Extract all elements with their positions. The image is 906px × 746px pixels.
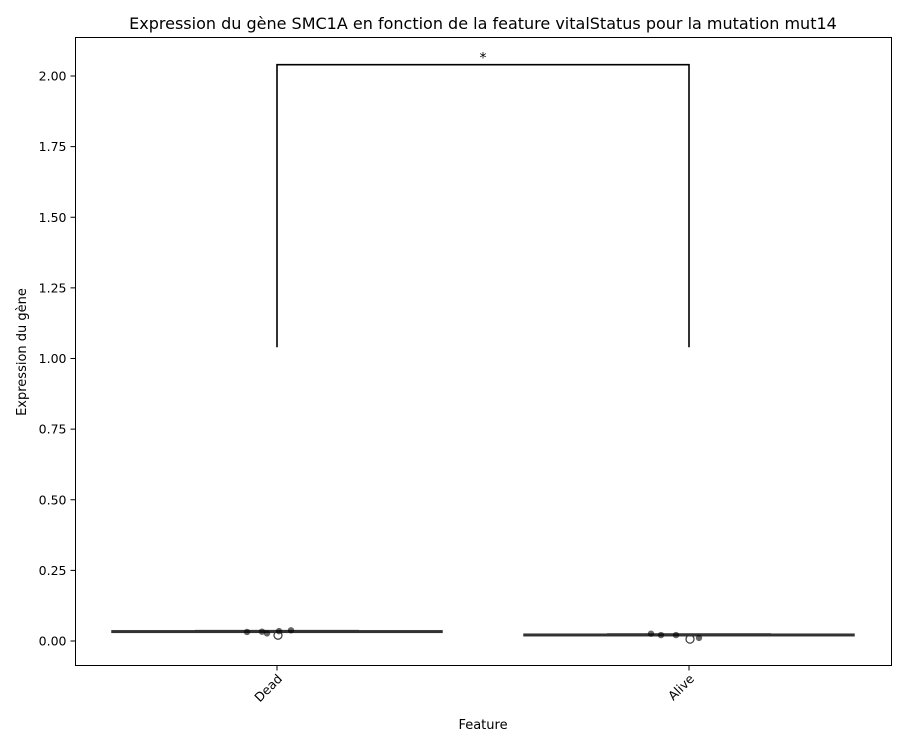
outlier-alive bbox=[685, 634, 695, 644]
y-tick-label: 0.00 bbox=[39, 634, 67, 649]
data-point-alive bbox=[695, 634, 703, 642]
y-tick-label: 0.25 bbox=[39, 563, 67, 578]
y-tick-label: 1.00 bbox=[39, 351, 67, 366]
data-point-alive bbox=[672, 631, 680, 639]
x-axis-label: Feature bbox=[458, 718, 507, 733]
y-tick-label: 1.50 bbox=[39, 210, 67, 225]
significance-label: * bbox=[480, 51, 487, 67]
bracket-line bbox=[276, 63, 690, 348]
data-point-alive bbox=[647, 630, 655, 637]
chart-title: Expression du gène SMC1A en fonction de … bbox=[129, 14, 837, 33]
x-tick-label-dead: Dead bbox=[251, 671, 285, 705]
boxplot-group bbox=[111, 629, 855, 644]
x-tick-label-alive: Alive bbox=[665, 671, 697, 703]
data-point-alive bbox=[657, 631, 665, 639]
y-tick-label: 1.25 bbox=[39, 280, 67, 295]
data-point-dead bbox=[263, 630, 271, 637]
y-tick-label: 0.50 bbox=[39, 492, 67, 507]
y-tick-label: 1.75 bbox=[39, 139, 67, 154]
x-axis: Dead Alive bbox=[251, 665, 697, 705]
plot-area bbox=[75, 37, 892, 666]
y-tick-label: 0.75 bbox=[39, 422, 67, 437]
data-point-dead bbox=[258, 628, 266, 635]
y-axis: 0.00 0.25 0.50 0.75 1.00 1.25 1.50 1.75 2.00 bbox=[39, 69, 76, 649]
points-group bbox=[243, 627, 703, 642]
data-point-dead bbox=[275, 627, 283, 635]
y-tick-label: 2.00 bbox=[39, 69, 67, 84]
significance-bracket: * bbox=[276, 51, 690, 348]
data-point-dead bbox=[243, 628, 251, 636]
y-axis-label: Expression du gène bbox=[15, 288, 30, 416]
data-point-dead bbox=[287, 627, 295, 634]
